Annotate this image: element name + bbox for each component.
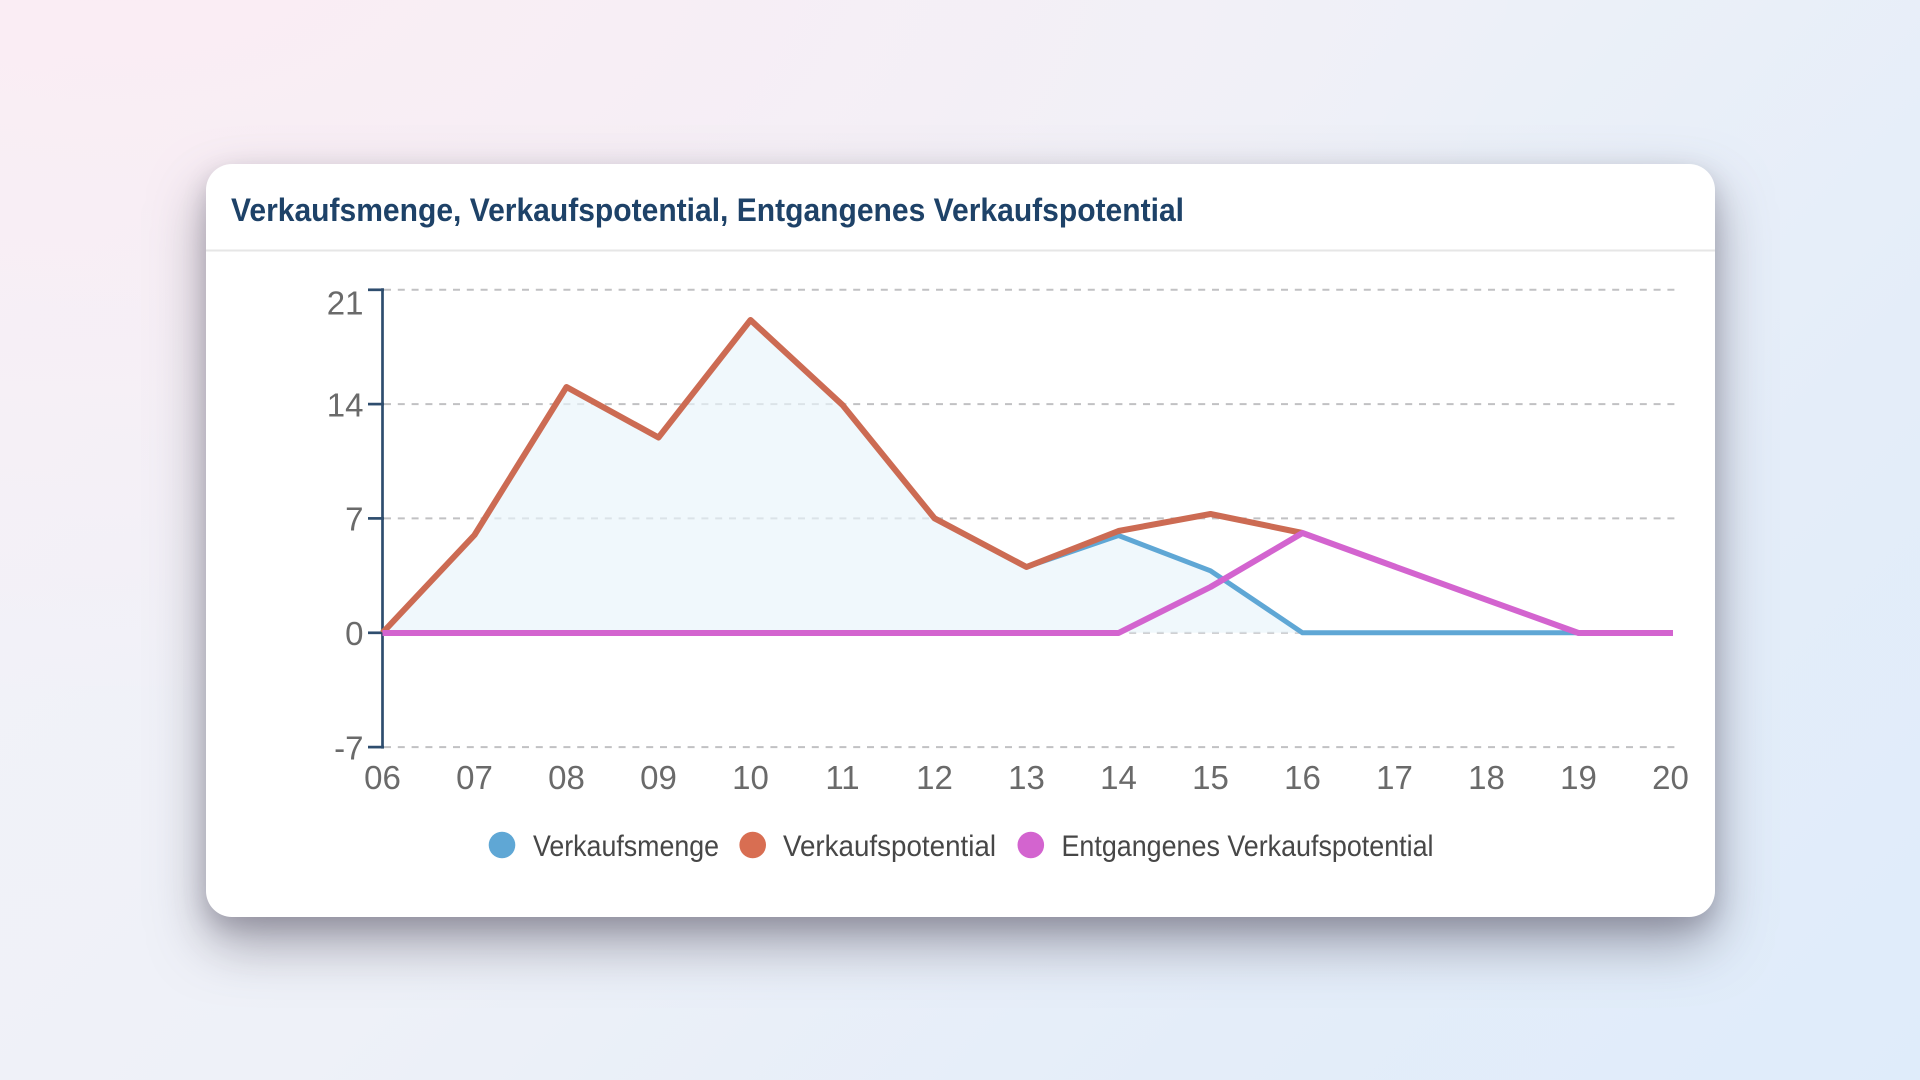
svg-text:Entgangenes Verkaufspotential: Entgangenes Verkaufspotential	[1062, 830, 1434, 863]
svg-text:-7: -7	[334, 729, 363, 766]
svg-text:09: 09	[640, 759, 677, 796]
svg-text:Verkaufsmenge: Verkaufsmenge	[533, 830, 719, 863]
svg-text:16: 16	[1284, 759, 1321, 796]
svg-text:08: 08	[548, 759, 585, 796]
svg-text:13: 13	[1008, 759, 1045, 796]
svg-text:07: 07	[456, 759, 493, 796]
svg-text:10: 10	[732, 759, 769, 796]
svg-text:12: 12	[916, 759, 953, 796]
svg-text:19: 19	[1560, 759, 1597, 796]
svg-text:7: 7	[345, 501, 363, 538]
svg-text:Verkaufspotential: Verkaufspotential	[783, 830, 996, 863]
svg-text:21: 21	[327, 284, 364, 321]
svg-text:20: 20	[1652, 759, 1689, 796]
svg-text:17: 17	[1376, 759, 1413, 796]
svg-text:14: 14	[1100, 759, 1137, 796]
svg-text:Verkaufsmenge, Verkaufspotenti: Verkaufsmenge, Verkaufspotential, Entgan…	[231, 192, 1184, 228]
svg-text:0: 0	[345, 615, 363, 652]
svg-text:11: 11	[825, 759, 859, 796]
svg-text:18: 18	[1468, 759, 1505, 796]
svg-text:15: 15	[1192, 759, 1229, 796]
svg-text:14: 14	[327, 386, 364, 423]
svg-text:06: 06	[364, 759, 401, 796]
